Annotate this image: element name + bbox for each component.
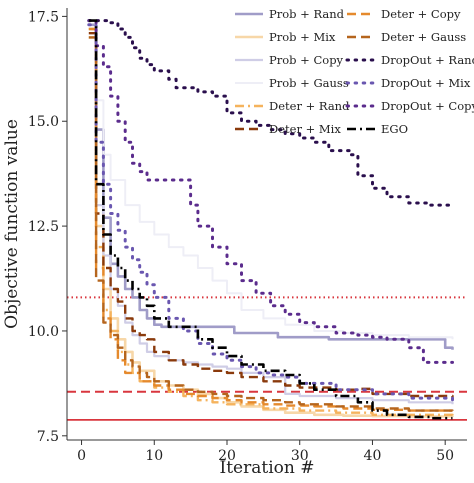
reference-lines	[67, 296, 467, 421]
series-line-deter-gauss	[88, 36, 454, 413]
series-line-deter-copy	[88, 27, 453, 412]
y-tick-label: 10.0	[28, 324, 59, 340]
legend-label-deter-rand: Deter + Rand	[269, 99, 350, 113]
legend-label-prob-gauss: Prob + Gauss	[269, 76, 349, 90]
x-tick-label: 30	[291, 448, 309, 464]
y-tick-label: 12.5	[28, 219, 59, 235]
y-tick-label: 17.5	[28, 9, 59, 25]
legend: Prob + Rand Deter + Copy Prob + Mix Deter +…	[235, 7, 474, 136]
x-axis-ticks: 0 10 20 30 40 50	[77, 440, 454, 464]
y-axis-ticks: 7.5 10.0 12.5 15.0 17.5	[28, 9, 67, 445]
legend-label-prob-mix: Prob + Mix	[269, 30, 336, 44]
x-tick-label: 40	[364, 448, 382, 464]
series-line-dropout-rand	[87, 19, 454, 207]
x-tick-label: 20	[218, 448, 236, 464]
plot-frame	[66, 8, 467, 441]
y-axis-title: Objective function value	[2, 119, 22, 329]
legend-label-deter-copy: Deter + Copy	[381, 7, 461, 21]
series-line-deter-rand	[88, 27, 454, 416]
legend-label-prob-copy: Prob + Copy	[269, 53, 344, 67]
legend-label-ego: EGO	[381, 122, 408, 136]
y-tick-label: 7.5	[37, 429, 59, 445]
x-tick-label: 50	[436, 448, 454, 464]
legend-label-prob-rand: Prob + Rand	[269, 7, 345, 21]
series-line-dropout-copy	[87, 19, 454, 364]
x-tick-label: 10	[145, 448, 163, 464]
x-tick-label: 0	[77, 448, 86, 464]
legend-label-deter-gauss: Deter + Gauss	[381, 30, 466, 44]
legend-label-dropout-copy: DropOut + Copy	[381, 99, 474, 113]
legend-label-deter-mix: Deter + Mix	[269, 122, 341, 136]
legend-label-dropout-rand: DropOut + Rand	[381, 53, 474, 67]
series-line-ego	[88, 19, 453, 420]
series-lines	[87, 19, 454, 420]
series-line-prob-mix	[88, 36, 454, 418]
y-tick-label: 15.0	[28, 114, 59, 130]
series-line-deter-mix	[88, 32, 454, 399]
legend-label-dropout-mix: DropOut + Mix	[381, 76, 471, 90]
x-axis-title: Iteration #	[220, 458, 315, 478]
